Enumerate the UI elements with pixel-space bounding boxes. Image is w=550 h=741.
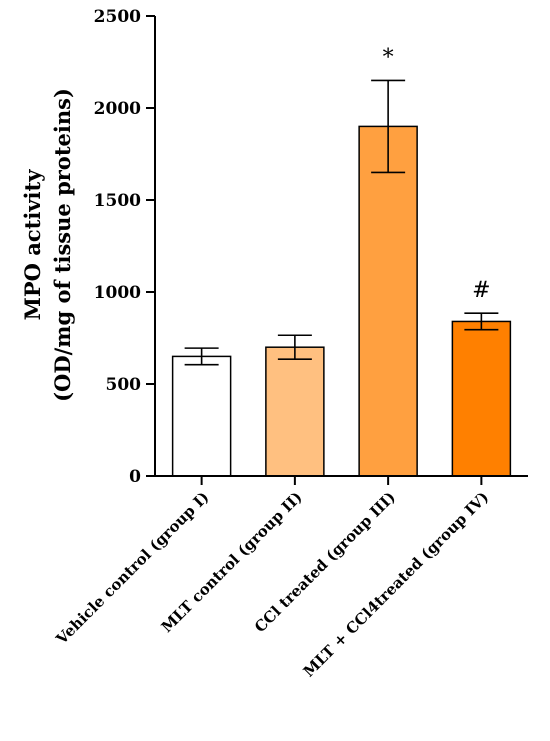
y-tick-label: 2000 bbox=[94, 99, 141, 119]
x-axis: Vehicle control (group I)MLT control (gr… bbox=[52, 475, 528, 681]
y-axis-title: MPO activity (OD/mg of tissue proteins) bbox=[20, 88, 75, 402]
bar bbox=[171, 355, 232, 477]
y-tick-label: 0 bbox=[129, 467, 141, 487]
bar bbox=[265, 346, 325, 477]
y-axis: 0 500 1000 1500 2000 2500 bbox=[94, 7, 156, 487]
significance-marker: # bbox=[472, 278, 490, 303]
bars: *# bbox=[171, 45, 512, 477]
y-tick-label: 1000 bbox=[94, 283, 141, 303]
y-tick-label: 500 bbox=[106, 375, 142, 395]
y-tick-label: 1500 bbox=[94, 191, 141, 211]
bar bbox=[358, 125, 418, 477]
y-axis-title-line1: MPO activity bbox=[20, 169, 45, 321]
x-tick-label: MLT + CCl4treated (group IV) bbox=[300, 488, 493, 681]
y-tick-label: 2500 bbox=[94, 7, 141, 27]
significance-marker: * bbox=[383, 45, 394, 70]
bar bbox=[451, 320, 512, 477]
y-axis-title-line2: (OD/mg of tissue proteins) bbox=[50, 88, 75, 402]
x-tick-label: Vehicle control (group I) bbox=[52, 488, 213, 649]
